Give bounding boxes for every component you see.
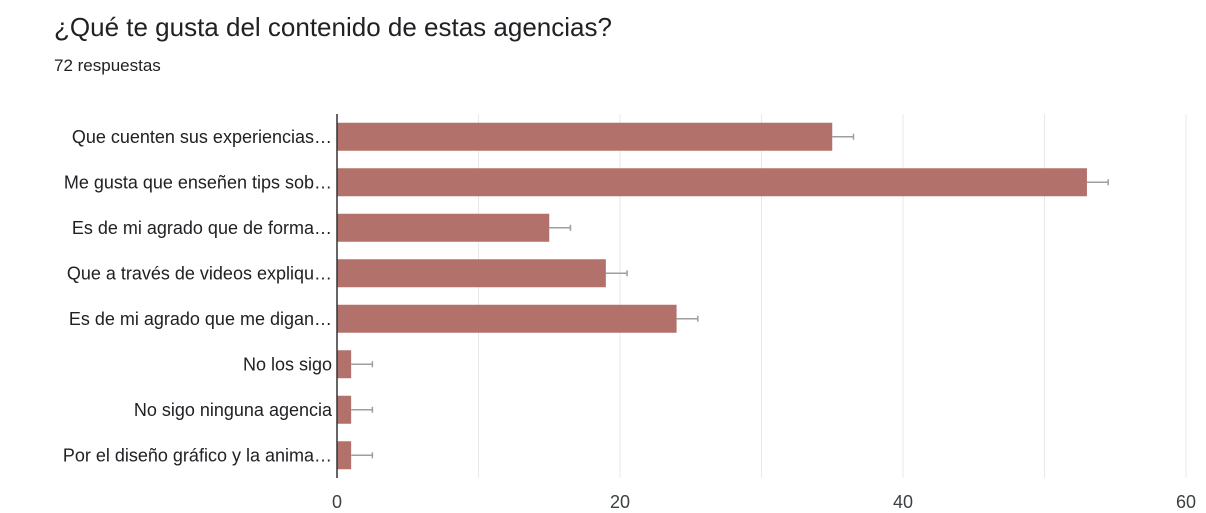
bar[interactable]	[337, 168, 1087, 197]
category-label: Me gusta que enseñen tips sob…	[64, 172, 332, 192]
bar[interactable]	[337, 122, 833, 151]
category-label: Es de mi agrado que me digan…	[69, 309, 332, 329]
bars-layer	[337, 122, 1109, 470]
bar[interactable]	[337, 259, 606, 288]
response-count: 72 respuestas	[54, 56, 161, 75]
x-tick-label: 60	[1176, 492, 1196, 512]
labels-layer: Que cuenten sus experiencias… Me gusta qu…	[63, 127, 333, 466]
category-label: Por el diseño gráfico y la anima…	[63, 445, 332, 465]
x-tick-label: 20	[610, 492, 630, 512]
category-label: Es de mi agrado que de forma…	[72, 218, 332, 238]
category-label: No sigo ninguna agencia	[134, 400, 333, 420]
bar[interactable]	[337, 441, 352, 470]
bar[interactable]	[337, 395, 352, 424]
x-tick-label: 0	[332, 492, 342, 512]
category-label: Que a través de videos expliqu…	[67, 263, 332, 283]
x-tick-label: 40	[893, 492, 913, 512]
ticks-layer: 0 20 40 60	[332, 114, 1196, 512]
chart-title: ¿Qué te gusta del contenido de estas age…	[54, 12, 612, 42]
bar[interactable]	[337, 350, 352, 379]
bar[interactable]	[337, 304, 677, 333]
bar[interactable]	[337, 213, 550, 242]
category-label: No los sigo	[243, 354, 332, 374]
category-label: Que cuenten sus experiencias…	[72, 127, 332, 147]
